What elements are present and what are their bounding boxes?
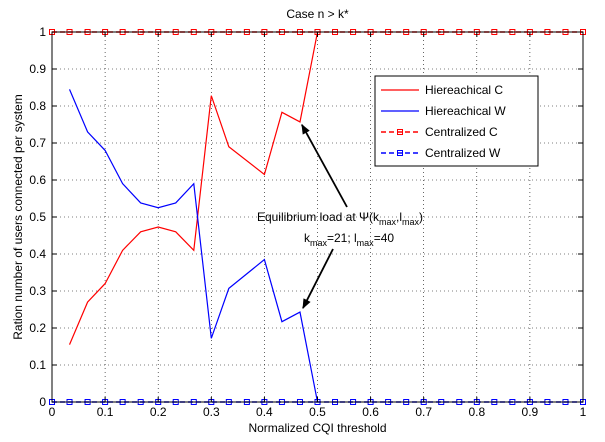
legend-entries: Hiereachical C Hiereachical W Centralized …	[381, 83, 506, 160]
x-tick-label: 0	[49, 405, 56, 419]
annotation-line-1-prefix: Equilibrium load at Ψ(k	[257, 210, 380, 224]
legend-marker	[397, 129, 403, 135]
x-tick-label: 0.5	[309, 405, 326, 419]
y-tick-label: 0.2	[29, 321, 46, 335]
y-tick-label: 0.3	[29, 284, 46, 298]
ticks: 0 0.1 0.2 0.3 0.4 0.5 0.6 0.7 0.8 0.9 1 0 0.1 0.2 0.3 0…	[29, 25, 586, 419]
legend-entry: Centralized C	[381, 125, 498, 139]
legend-entry: Hiereachical W	[381, 104, 506, 118]
series-hiereachical-w	[68, 89, 319, 403]
x-tick-label: 0.8	[468, 405, 485, 419]
x-tick-label: 0.7	[415, 405, 432, 419]
y-tick-label: 0.5	[29, 210, 46, 224]
annotation: Equilibrium load at Ψ(kmax,lmax) kmax=21…	[257, 123, 423, 309]
y-tick-label: 0.1	[29, 358, 46, 372]
legend-label: Hiereachical C	[425, 83, 503, 97]
x-tick-label: 1	[580, 405, 587, 419]
x-axis-label: Normalized CQI threshold	[248, 421, 386, 435]
y-tick-label: 0.9	[29, 62, 46, 76]
y-tick-label: 0.7	[29, 136, 46, 150]
y-tick-label: 0.6	[29, 173, 46, 187]
y-axis-label: Ration number of users connected per sys…	[11, 94, 25, 339]
series-line-hiereachical-c	[68, 31, 319, 345]
annotation-line-2-mid: =21; l	[327, 231, 357, 245]
y-tick-label: 0	[39, 395, 46, 409]
legend-label: Hiereachical W	[425, 104, 506, 118]
series-line-hiereachical-w	[68, 89, 319, 403]
legend-label: Centralized C	[425, 125, 498, 139]
legend-marker	[397, 150, 403, 156]
y-tick-label: 0.4	[29, 247, 46, 261]
annotation-line-2: kmax=21; lmax=40	[304, 231, 394, 248]
annotation-line-2-sub1: max	[310, 238, 328, 248]
legend-entry: Hiereachical C	[381, 83, 503, 97]
y-tick-label: 0.8	[29, 99, 46, 113]
annotation-line-1-suffix: )	[419, 210, 423, 224]
annotation-arrow	[302, 248, 334, 309]
legend: Hiereachical C Hiereachical W Centralized …	[374, 75, 539, 167]
annotation-line-2-sub2: max	[357, 238, 375, 248]
x-tick-label: 0.6	[362, 405, 379, 419]
annotation-line-1-sub2: max	[402, 217, 420, 227]
x-tick-label: 0.4	[256, 405, 273, 419]
x-tick-label: 0.9	[522, 405, 539, 419]
annotation-line-1: Equilibrium load at Ψ(kmax,lmax)	[257, 210, 423, 227]
chart-title: Case n > k*	[286, 7, 349, 21]
annotation-line-2-end: =40	[374, 231, 395, 245]
annotation-arrow	[301, 123, 348, 208]
annotation-line-1-sep: ,l	[396, 210, 402, 224]
annotation-line-1-sub1: max	[379, 217, 397, 227]
x-tick-label: 0.2	[150, 405, 167, 419]
legend-entry: Centralized W	[381, 146, 501, 160]
annotation-line-2-k: k	[304, 231, 311, 245]
legend-label: Centralized W	[425, 146, 501, 160]
series-hiereachical-c	[68, 31, 319, 345]
y-tick-label: 1	[39, 25, 46, 39]
x-tick-label: 0.3	[203, 405, 220, 419]
x-tick-label: 0.1	[97, 405, 114, 419]
annotation-arrows	[301, 123, 348, 309]
grid	[52, 32, 583, 402]
